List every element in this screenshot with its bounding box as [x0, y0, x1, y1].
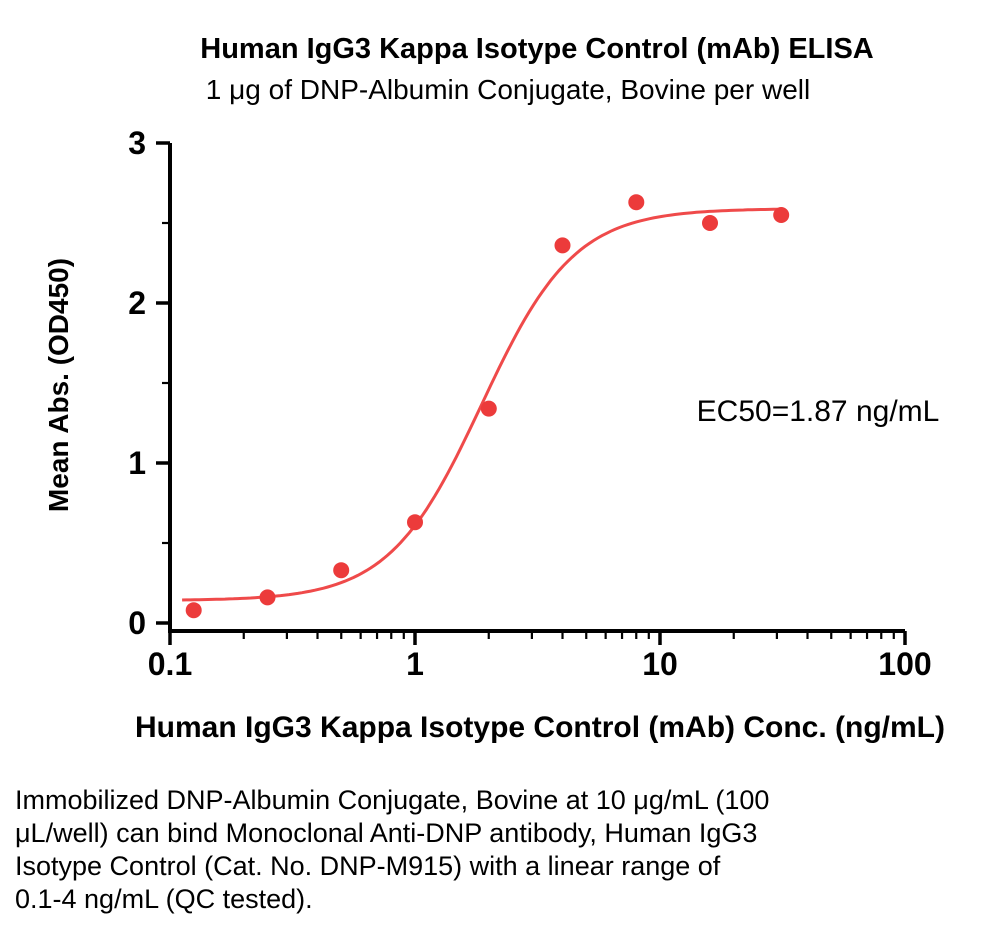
y-tick-label: 1	[128, 445, 146, 481]
caption-line: Immobilized DNP-Albumin Conjugate, Bovin…	[15, 785, 770, 815]
data-point	[554, 237, 571, 254]
caption-line: 0.1-4 ng/mL (QC tested).	[15, 884, 313, 914]
x-tick-label: 0.1	[148, 646, 192, 682]
figure-caption: Immobilized DNP-Albumin Conjugate, Bovin…	[15, 784, 945, 916]
data-point	[480, 400, 497, 417]
caption-line: Isotype Control (Cat. No. DNP-M915) with…	[15, 851, 721, 881]
x-tick-label: 10	[642, 646, 678, 682]
data-point	[702, 215, 718, 231]
elisa-chart: Human IgG3 Kappa Isotype Control (mAb) E…	[43, 33, 945, 744]
ec50-annotation: EC50=1.87 ng/mL	[697, 395, 940, 428]
y-tick-label: 0	[128, 605, 146, 641]
x-axis-title: Human IgG3 Kappa Isotype Control (mAb) C…	[135, 711, 945, 744]
y-tick-label: 2	[128, 285, 146, 321]
x-tick-label: 1	[406, 646, 424, 682]
data-point	[259, 589, 276, 606]
chart-subtitle: 1 μg of DNP-Albumin Conjugate, Bovine pe…	[206, 74, 810, 105]
chart-title: Human IgG3 Kappa Isotype Control (mAb) E…	[200, 33, 874, 65]
caption-line: μL/well) can bind Monoclonal Anti-DNP an…	[15, 818, 758, 848]
data-point	[773, 207, 790, 223]
data-point	[407, 514, 423, 531]
plot-area: 0.1 1 10 100 0 1 2 3	[128, 125, 931, 682]
fit-curve	[182, 207, 783, 602]
y-tick-label: 3	[128, 125, 146, 161]
y-axis-title: Mean Abs. (OD450)	[43, 258, 74, 512]
data-point	[333, 562, 350, 579]
elisa-figure: Human IgG3 Kappa Isotype Control (mAb) E…	[15, 33, 945, 916]
data-point	[628, 194, 645, 211]
x-tick-label: 100	[878, 646, 931, 682]
data-point	[185, 602, 202, 619]
